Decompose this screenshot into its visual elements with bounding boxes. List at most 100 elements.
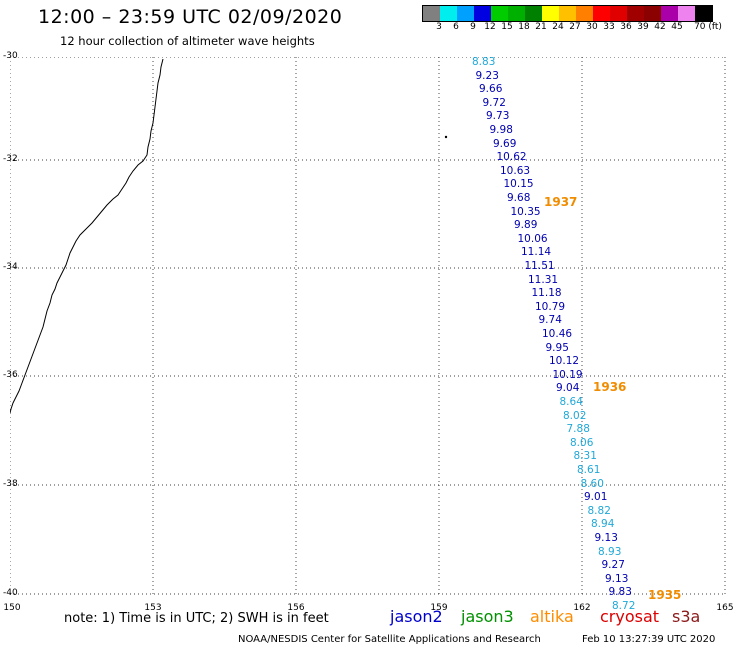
scale-swatch: [457, 6, 474, 21]
longitude-label: 162: [573, 603, 591, 613]
wave-height-value: 11.31: [528, 273, 559, 286]
scale-label: 21: [535, 22, 547, 32]
scale-label: 42: [654, 22, 666, 32]
longitude-label: 150: [3, 603, 21, 613]
wave-height-value: 8.93: [598, 545, 622, 558]
longitude-label: 165: [716, 603, 734, 613]
scale-swatch: [474, 6, 491, 21]
scale-swatch: [610, 6, 627, 21]
wave-height-value: 8.31: [573, 450, 597, 463]
wave-height-value: 10.46: [542, 328, 573, 340]
wave-height-value: 8.60: [580, 477, 604, 490]
coastline: [10, 58, 164, 414]
scale-label: 39: [637, 22, 649, 32]
wave-height-value: 11.51: [524, 260, 555, 272]
scale-label: 27: [569, 22, 581, 32]
scale-swatch: [678, 6, 695, 21]
color-scale: [422, 5, 713, 22]
scale-swatch: [559, 6, 576, 21]
satellite-jason2: jason2: [390, 607, 443, 626]
satellite-altika: altika: [530, 607, 574, 626]
wave-height-value: 10.62: [496, 151, 527, 164]
scale-label: 24: [552, 22, 564, 32]
wave-height-value: 9.23: [475, 69, 499, 82]
wave-height-value: 10.06: [517, 232, 548, 245]
wave-height-value: 9.83: [608, 586, 632, 599]
wave-height-value: 10.12: [549, 355, 580, 368]
pass-time-label: 1935: [648, 588, 682, 602]
scale-swatch: [423, 6, 440, 21]
satellite-jason3: jason3: [461, 607, 514, 626]
credit-text: NOAA/NESDIS Center for Satellite Applica…: [238, 634, 541, 645]
scale-swatch: [576, 6, 593, 21]
scale-label: 36: [620, 22, 632, 32]
wave-height-value: 9.74: [538, 314, 562, 327]
latitude-label: -32: [3, 154, 18, 164]
pass-time-label: 1937: [544, 195, 578, 209]
wave-height-value: 8.94: [591, 518, 615, 531]
scale-swatch: [644, 6, 661, 21]
scale-label: 3: [436, 22, 442, 32]
wave-height-value: 7.88: [566, 423, 590, 436]
scale-swatch: [525, 6, 542, 21]
wave-height-value: 9.89: [514, 219, 538, 232]
latitude-label: -34: [3, 262, 18, 272]
wave-height-value: 9.01: [584, 491, 608, 504]
wave-height-value: 8.06: [570, 436, 594, 449]
scale-label: 15: [501, 22, 513, 32]
scale-swatch: [661, 6, 678, 21]
wave-height-value: 9.72: [482, 96, 506, 109]
coast-islet: [444, 135, 448, 139]
wave-height-value: 9.95: [545, 341, 569, 354]
wave-height-value: 9.68: [507, 192, 531, 204]
timestamp: Feb 10 13:27:39 UTC 2020: [582, 634, 716, 645]
pass-time-label: 1936: [593, 380, 627, 394]
longitude-label: 159: [430, 603, 448, 613]
wave-height-value: 8.72: [612, 600, 636, 612]
scale-swatch: [627, 6, 644, 21]
wave-height-value: 8.61: [577, 464, 601, 476]
wave-height-value: 10.63: [500, 164, 531, 177]
scale-label: 33: [603, 22, 615, 32]
wave-height-value: 9.69: [493, 137, 517, 150]
latitude-label: -36: [3, 370, 18, 380]
wave-height-value: 10.35: [510, 205, 541, 218]
scale-label: 70 (ft): [694, 22, 722, 32]
wave-height-value: 8.64: [559, 396, 583, 408]
scale-swatch: [491, 6, 508, 21]
scale-label: 9: [470, 22, 476, 32]
wave-height-value: 10.15: [503, 178, 534, 191]
page-subtitle: 12 hour collection of altimeter wave hei…: [60, 34, 315, 48]
scale-label: 30: [586, 22, 598, 32]
wave-height-value: 11.14: [521, 246, 552, 259]
wave-height-value: 9.66: [479, 83, 503, 96]
scale-swatch: [440, 6, 457, 21]
scale-swatch: [593, 6, 610, 21]
wave-height-value: 9.73: [486, 110, 510, 123]
scale-label: 18: [518, 22, 530, 32]
wave-height-value: 9.13: [594, 532, 618, 544]
wave-height-value: 9.13: [605, 572, 629, 585]
scale-swatch: [542, 6, 559, 21]
longitude-label: 156: [287, 603, 305, 613]
wave-height-value: 10.79: [535, 300, 566, 313]
longitude-label: 153: [144, 603, 162, 613]
scale-swatch: [508, 6, 525, 21]
satellite-s3a: s3a: [672, 607, 701, 626]
wave-height-value: 10.19: [552, 368, 583, 381]
latitude-label: -38: [3, 479, 18, 489]
scale-label: 12: [484, 22, 496, 32]
wave-height-value: 8.82: [587, 504, 611, 517]
wave-height-value: 9.27: [601, 559, 625, 572]
scale-swatch: [695, 6, 712, 21]
wave-height-value: 8.83: [472, 56, 496, 68]
wave-height-map: [10, 57, 726, 597]
lat-lon-grid: [10, 57, 726, 597]
latitude-label: -30: [3, 51, 18, 61]
wave-height-value: 9.98: [489, 124, 513, 136]
wave-height-value: 11.18: [531, 287, 562, 300]
scale-label: 6: [453, 22, 459, 32]
page-title: 12:00 – 23:59 UTC 02/09/2020: [38, 6, 343, 28]
footer-note: note: 1) Time is in UTC; 2) SWH is in fe…: [64, 611, 329, 626]
wave-height-value: 8.02: [563, 409, 587, 422]
